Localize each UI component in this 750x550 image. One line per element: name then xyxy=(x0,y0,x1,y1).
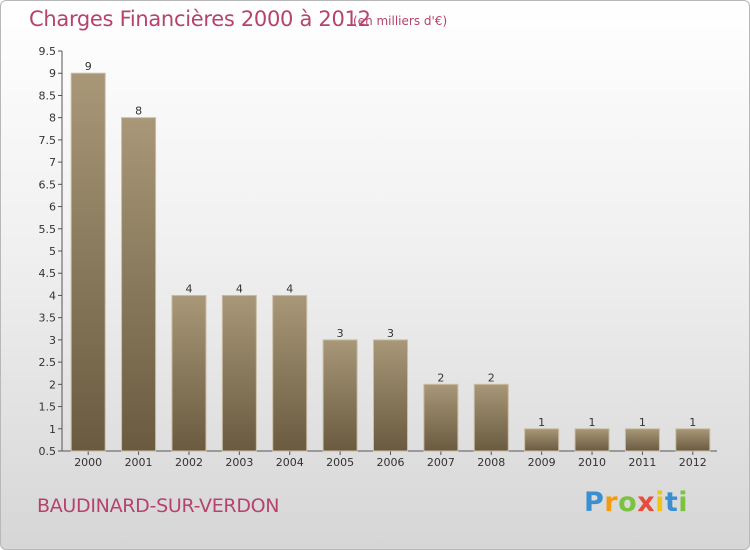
commune-name: BAUDINARD-SUR-VERDON xyxy=(37,495,280,517)
y-tick-label: 1 xyxy=(49,423,56,436)
x-tick-label: 2010 xyxy=(578,456,606,469)
bar xyxy=(473,383,509,452)
x-tick-label: 2000 xyxy=(74,456,102,469)
x-tick-label: 2004 xyxy=(276,456,304,469)
brand-letter: i xyxy=(678,487,689,518)
bar-value-label: 4 xyxy=(286,282,293,295)
bar-value-label: 2 xyxy=(437,371,444,384)
y-tick-label: 9.5 xyxy=(39,45,57,58)
y-tick-label: 3.5 xyxy=(39,312,57,325)
y-tick-label: 2.5 xyxy=(39,356,57,369)
brand-letter: x xyxy=(637,487,656,518)
brand-letter: o xyxy=(618,487,638,518)
bar xyxy=(70,72,106,452)
y-tick-label: 2 xyxy=(49,378,56,391)
bar xyxy=(373,339,408,452)
y-tick-label: 7 xyxy=(49,156,56,169)
bar xyxy=(121,117,157,452)
y-tick-label: 9 xyxy=(49,67,56,80)
bar xyxy=(524,428,560,452)
x-tick-label: 2005 xyxy=(326,456,354,469)
bar-value-label: 1 xyxy=(589,416,596,429)
bar xyxy=(272,294,308,452)
y-tick-label: 5 xyxy=(49,245,56,258)
bar-value-label: 9 xyxy=(85,60,92,73)
chart-subtitle: (en milliers d'€) xyxy=(353,14,448,28)
bar-value-label: 3 xyxy=(337,327,344,340)
bar xyxy=(423,383,459,452)
bar-value-label: 1 xyxy=(538,416,545,429)
x-tick-label: 2009 xyxy=(528,456,556,469)
bar-value-label: 1 xyxy=(639,416,646,429)
bar-value-label: 8 xyxy=(135,105,142,118)
brand-letter: t xyxy=(664,487,679,518)
y-tick-label: 6 xyxy=(49,201,56,214)
x-tick-label: 2007 xyxy=(427,456,455,469)
brand-letter: r xyxy=(604,487,619,518)
axes: 0.5 1 1.5 2 2.5 3 3.5 4 4.5 5 5.5 6 6.5 7 7.5 8 8.5 9 9.5 xyxy=(39,45,717,458)
y-tick-label: 1.5 xyxy=(39,401,57,414)
bar xyxy=(624,428,660,452)
bar-value-label: 2 xyxy=(488,371,495,384)
bar-value-label: 1 xyxy=(689,416,696,429)
y-tick-label: 4 xyxy=(49,289,56,302)
bar-value-label: 3 xyxy=(387,327,394,340)
brand-letter: P xyxy=(584,487,605,518)
brand-letter: i xyxy=(655,487,665,518)
bar xyxy=(322,339,358,452)
x-tick-label: 2006 xyxy=(377,456,405,469)
y-tick-label: 5.5 xyxy=(39,223,57,236)
bars xyxy=(70,72,711,452)
y-tick-label: 7.5 xyxy=(39,134,57,147)
x-tick-label: 2002 xyxy=(175,456,203,469)
x-tick-label: 2012 xyxy=(679,456,707,469)
y-tick-label: 4.5 xyxy=(39,267,57,280)
labels: 9 2000 8 2001 4 2002 4 2003 4 2004 3 2005 3 2006 2 2007… xyxy=(74,60,707,469)
y-tick-label: 6.5 xyxy=(39,178,57,191)
bar xyxy=(574,428,610,452)
y-tick-label: 8.5 xyxy=(39,89,57,102)
bar xyxy=(221,294,257,452)
bar xyxy=(675,428,711,452)
y-tick-label: 3 xyxy=(49,334,56,347)
bar-value-label: 4 xyxy=(236,282,243,295)
y-tick-label: 8 xyxy=(49,112,56,125)
bar-value-label: 4 xyxy=(185,282,192,295)
x-tick-label: 2011 xyxy=(628,456,656,469)
x-tick-label: 2003 xyxy=(225,456,253,469)
chart-title: Charges Financières 2000 à 2012 xyxy=(29,7,371,31)
x-tick-label: 2001 xyxy=(125,456,153,469)
y-tick-label: 0.5 xyxy=(39,445,57,458)
brand-logo: Proxiti xyxy=(584,487,688,518)
x-tick-label: 2008 xyxy=(477,456,505,469)
bar xyxy=(171,294,207,452)
